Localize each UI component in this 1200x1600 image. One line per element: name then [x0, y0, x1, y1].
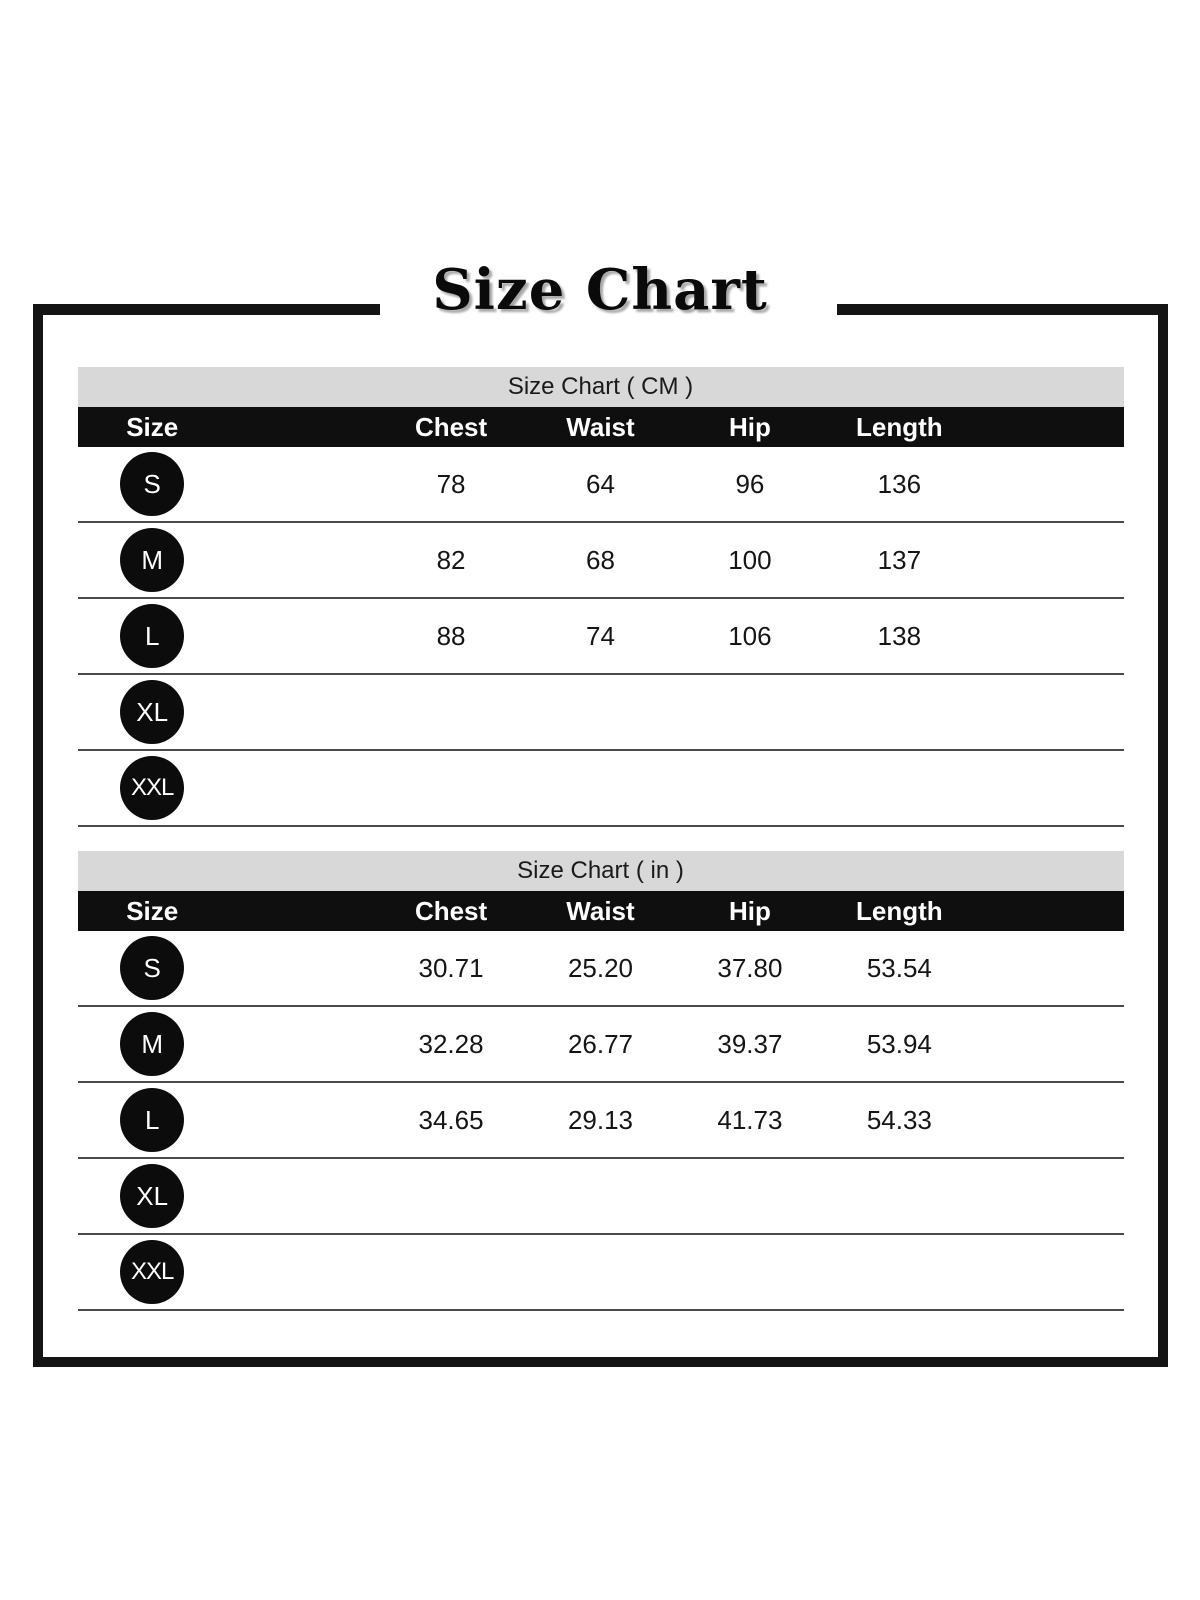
size-row-m: M 82 68 100 137 — [77, 523, 1124, 599]
hip-value: 39.37 — [717, 1028, 783, 1059]
size-row-xl: XL — [77, 1159, 1124, 1235]
hip-value: 100 — [728, 544, 772, 575]
length-value: 53.54 — [866, 952, 932, 983]
size-badge-cell: S — [78, 936, 227, 1000]
length-value: 137 — [877, 544, 922, 575]
chest-value: 78 — [436, 468, 466, 499]
size-badge: S — [120, 452, 185, 516]
waist-value: 74 — [586, 620, 615, 651]
chest-value: 88 — [436, 620, 466, 651]
waist-value: 29.13 — [567, 1104, 634, 1135]
size-row-xl: XL — [77, 675, 1124, 751]
column-header-size: Size — [126, 895, 179, 926]
column-header-chest: Chest — [414, 895, 488, 926]
size-badge: L — [120, 604, 185, 668]
chest-value: 82 — [436, 544, 466, 575]
size-badge: M — [120, 528, 185, 592]
size-badge: S — [120, 936, 185, 1000]
size-row-l: L 34.65 29.13 41.73 54.33 — [77, 1083, 1124, 1159]
table-caption-cm: Size Chart ( CM ) — [77, 367, 1124, 407]
page-title: Size Chart — [432, 257, 768, 323]
title-rule-left — [33, 304, 380, 315]
column-header-chest: Chest — [414, 411, 488, 442]
table-caption-in: Size Chart ( in ) — [77, 851, 1124, 891]
size-badge: XL — [120, 1164, 185, 1228]
size-row-l: L 88 74 106 138 — [77, 599, 1124, 675]
waist-value: 25.20 — [567, 952, 634, 983]
size-badge-cell: L — [78, 604, 227, 668]
length-value: 138 — [877, 620, 922, 651]
chest-value: 34.65 — [418, 1104, 484, 1135]
header-row: Size Chest Waist Hip Length — [77, 407, 1124, 447]
size-row-m: M 32.28 26.77 39.37 53.94 — [77, 1007, 1124, 1083]
size-table-in: Size Chart ( in ) Size Chest Waist Hip Lengt… — [77, 851, 1124, 1311]
waist-value: 26.77 — [567, 1028, 634, 1059]
chest-value: 32.28 — [418, 1028, 484, 1059]
size-badge: L — [120, 1088, 185, 1152]
size-badge-cell: L — [78, 1088, 227, 1152]
size-badge-cell: XXL — [78, 1240, 227, 1304]
waist-value: 68 — [586, 544, 615, 575]
size-badge-cell: XL — [78, 1164, 227, 1228]
length-value: 54.33 — [866, 1104, 932, 1135]
table-body-in: Size Chest Waist Hip Length S 30.71 25.20 37.80 5… — [77, 891, 1124, 1311]
length-value: 136 — [877, 468, 922, 499]
size-row-s: S 30.71 25.20 37.80 53.54 — [77, 931, 1124, 1007]
hip-value: 96 — [735, 468, 765, 499]
size-badge: XL — [120, 680, 185, 744]
column-header-waist: Waist — [566, 411, 635, 442]
table-body-cm: Size Chest Waist Hip Length S 78 64 96 136 M 82 68 10… — [77, 407, 1124, 827]
column-header-waist: Waist — [566, 895, 635, 926]
hip-value: 37.80 — [717, 952, 783, 983]
chest-value: 30.71 — [418, 952, 484, 983]
size-row-xxl: XXL — [77, 751, 1124, 827]
size-badge-cell: XL — [78, 680, 227, 744]
column-header-length: Length — [856, 411, 943, 442]
title-rule-right — [837, 304, 1168, 315]
header-row: Size Chest Waist Hip Length — [77, 891, 1124, 931]
size-row-s: S 78 64 96 136 — [77, 447, 1124, 523]
column-header-length: Length — [856, 895, 943, 926]
size-badge-cell: XXL — [78, 756, 227, 820]
size-badge-cell: M — [78, 1012, 227, 1076]
column-header-hip: Hip — [728, 411, 771, 442]
size-badge-cell: M — [78, 528, 227, 592]
column-header-size: Size — [126, 411, 179, 442]
chart-frame: Size Chart ( CM ) Size Chest Waist Hip Lengt… — [33, 304, 1168, 1367]
hip-value: 41.73 — [717, 1104, 783, 1135]
hip-value: 106 — [728, 620, 772, 651]
waist-value: 64 — [586, 468, 615, 499]
size-badge: M — [120, 1012, 185, 1076]
size-row-xxl: XXL — [77, 1235, 1124, 1311]
size-table-cm: Size Chart ( CM ) Size Chest Waist Hip Lengt… — [77, 367, 1124, 827]
length-value: 53.94 — [866, 1028, 932, 1059]
size-badge-cell: S — [78, 452, 227, 516]
size-badge: XXL — [120, 1240, 185, 1304]
column-header-hip: Hip — [728, 895, 771, 926]
size-badge: XXL — [120, 756, 185, 820]
